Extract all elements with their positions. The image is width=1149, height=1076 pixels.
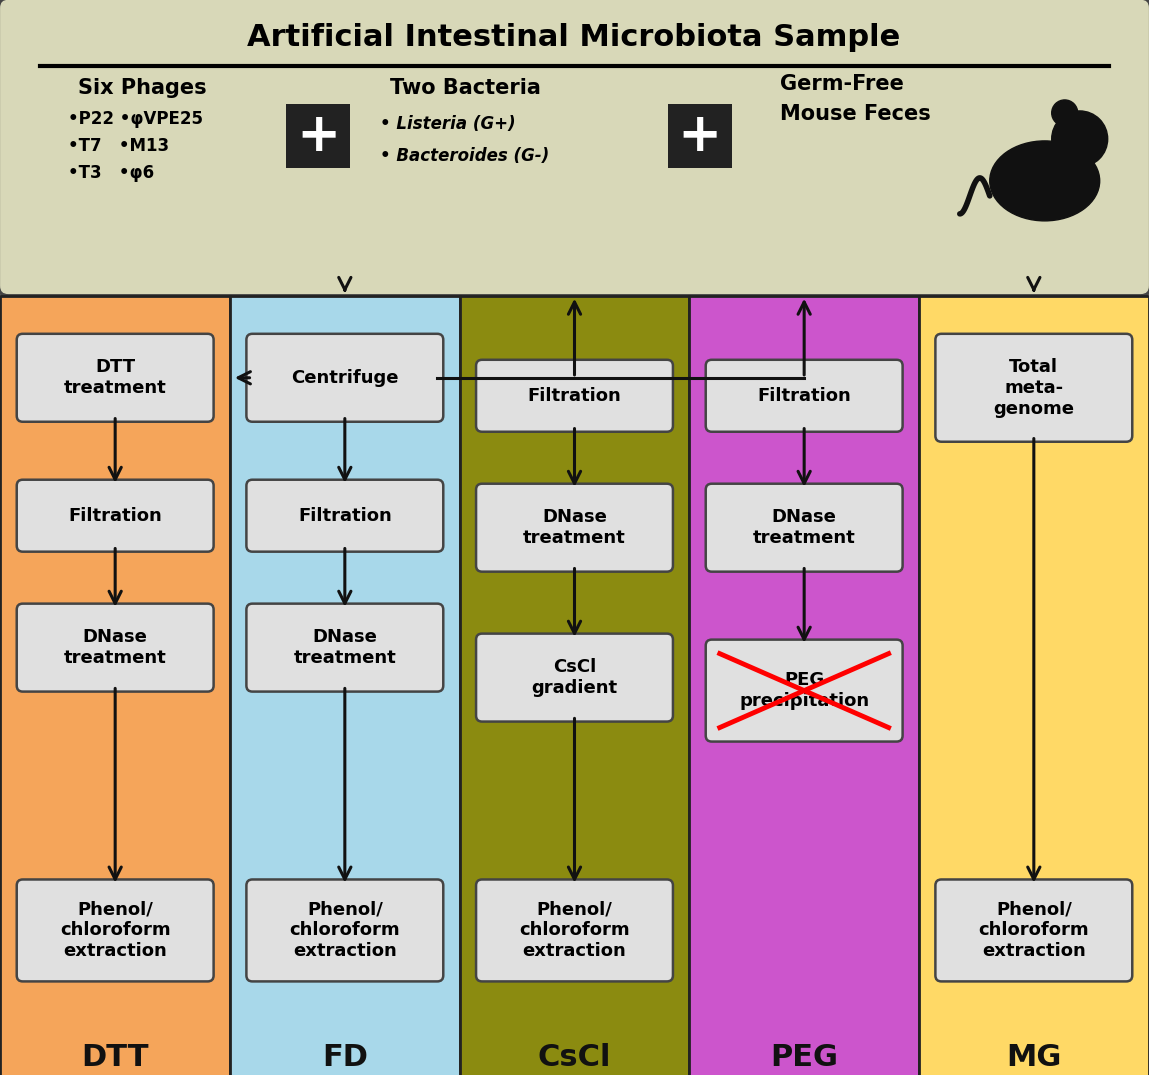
Text: DTT
treatment: DTT treatment <box>64 358 167 397</box>
Text: Filtration: Filtration <box>298 507 392 525</box>
FancyBboxPatch shape <box>246 879 444 981</box>
Text: •T3   •φ6: •T3 •φ6 <box>68 164 154 182</box>
FancyBboxPatch shape <box>935 879 1132 981</box>
Text: • Listeria (G+): • Listeria (G+) <box>380 115 516 133</box>
FancyBboxPatch shape <box>668 104 732 168</box>
Text: Artificial Intestinal Microbiota Sample: Artificial Intestinal Microbiota Sample <box>247 24 901 53</box>
Text: PEG
precipitation: PEG precipitation <box>739 671 870 710</box>
Text: DNase
treatment: DNase treatment <box>293 628 396 667</box>
Text: Two Bacteria: Two Bacteria <box>391 77 541 98</box>
Text: Six Phages: Six Phages <box>78 77 207 98</box>
Bar <box>919 296 1149 1076</box>
Text: • Bacteroides (G-): • Bacteroides (G-) <box>380 147 549 165</box>
Text: Phenol/
chloroform
extraction: Phenol/ chloroform extraction <box>979 901 1089 960</box>
Text: Total
meta-
genome: Total meta- genome <box>994 358 1074 417</box>
FancyBboxPatch shape <box>476 484 673 571</box>
Bar <box>0 296 230 1076</box>
FancyBboxPatch shape <box>476 634 673 722</box>
FancyBboxPatch shape <box>705 359 903 431</box>
FancyBboxPatch shape <box>286 104 350 168</box>
FancyBboxPatch shape <box>17 480 214 552</box>
Text: MG: MG <box>1007 1043 1062 1072</box>
FancyBboxPatch shape <box>705 484 903 571</box>
Ellipse shape <box>989 141 1100 221</box>
Bar <box>230 296 460 1076</box>
Text: FD: FD <box>322 1043 368 1072</box>
Text: Filtration: Filtration <box>757 386 851 405</box>
FancyBboxPatch shape <box>246 604 444 692</box>
Text: •T7   •M13: •T7 •M13 <box>68 137 169 155</box>
Text: DNase
treatment: DNase treatment <box>753 508 856 547</box>
Text: Phenol/
chloroform
extraction: Phenol/ chloroform extraction <box>519 901 630 960</box>
Text: Mouse Feces: Mouse Feces <box>780 104 931 124</box>
FancyBboxPatch shape <box>476 359 673 431</box>
FancyBboxPatch shape <box>246 480 444 552</box>
Circle shape <box>1051 111 1108 167</box>
Text: Phenol/
chloroform
extraction: Phenol/ chloroform extraction <box>290 901 400 960</box>
Text: Centrifuge: Centrifuge <box>291 369 399 386</box>
Text: Filtration: Filtration <box>68 507 162 525</box>
Text: CsCl
gradient: CsCl gradient <box>532 659 617 697</box>
Text: PEG: PEG <box>770 1043 838 1072</box>
FancyBboxPatch shape <box>705 639 903 741</box>
FancyBboxPatch shape <box>476 879 673 981</box>
Text: DNase
treatment: DNase treatment <box>64 628 167 667</box>
FancyBboxPatch shape <box>17 604 214 692</box>
Text: Germ-Free: Germ-Free <box>780 74 904 94</box>
Text: DTT: DTT <box>82 1043 149 1072</box>
FancyBboxPatch shape <box>246 334 444 422</box>
Text: +: + <box>678 110 722 161</box>
Text: Phenol/
chloroform
extraction: Phenol/ chloroform extraction <box>60 901 170 960</box>
Text: DNase
treatment: DNase treatment <box>523 508 626 547</box>
FancyBboxPatch shape <box>17 879 214 981</box>
Text: Filtration: Filtration <box>527 386 622 405</box>
Text: +: + <box>296 110 340 161</box>
Bar <box>460 296 689 1076</box>
FancyBboxPatch shape <box>17 334 214 422</box>
Circle shape <box>1051 100 1078 126</box>
Bar <box>689 296 919 1076</box>
FancyBboxPatch shape <box>0 0 1149 296</box>
Text: •P22 •φVPE25: •P22 •φVPE25 <box>68 110 203 128</box>
FancyBboxPatch shape <box>935 334 1132 442</box>
Text: CsCl: CsCl <box>538 1043 611 1072</box>
